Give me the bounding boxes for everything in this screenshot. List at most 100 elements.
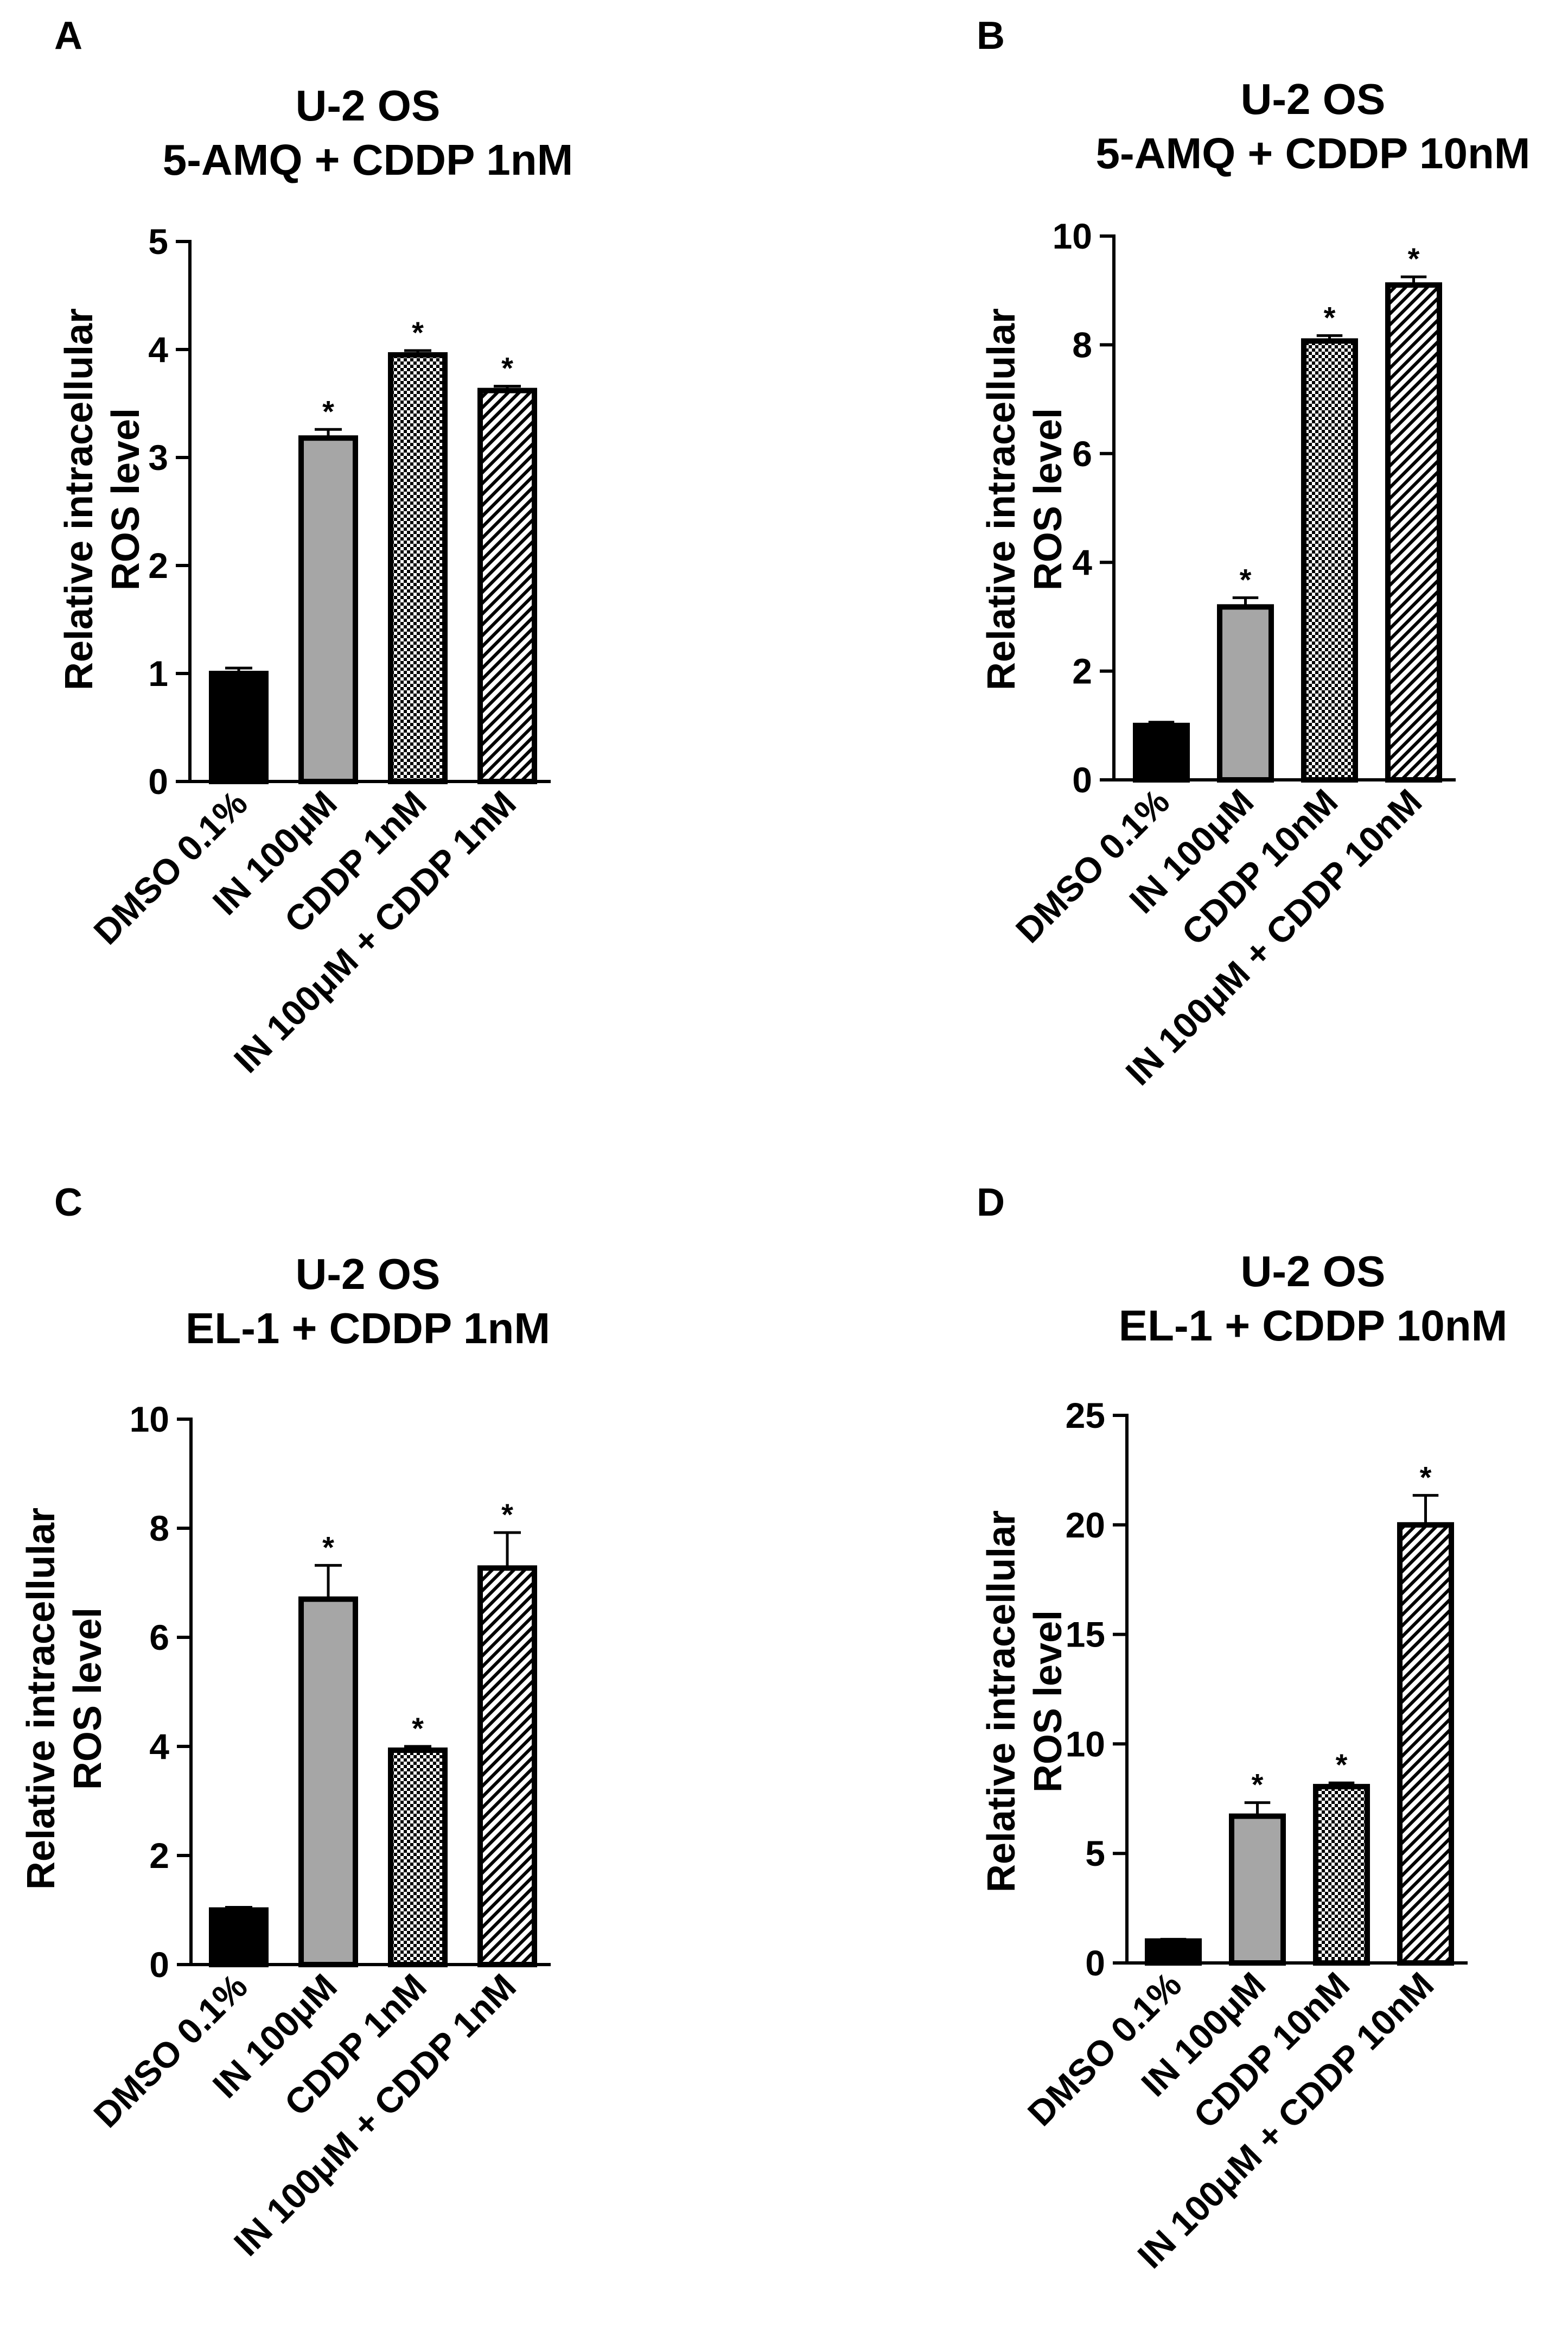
y-tick-label: 0 <box>148 761 168 802</box>
significance-star: * <box>1336 1747 1348 1782</box>
y-tick-label: 0 <box>1072 760 1092 800</box>
panel-d-ylabel-line1: Relative intracellular <box>980 1510 1023 1892</box>
bar <box>1313 1784 1370 1966</box>
bar <box>1385 282 1442 783</box>
significance-star: * <box>322 394 334 428</box>
y-tick-label: 20 <box>1066 1505 1105 1545</box>
y-tick-label: 5 <box>1085 1833 1105 1873</box>
panel-b-bars <box>1133 282 1442 783</box>
bar <box>1229 1813 1286 1966</box>
y-tick-label: 4 <box>148 329 168 370</box>
y-tick-label: 4 <box>149 1726 169 1766</box>
significance-star: * <box>501 351 513 385</box>
panel-d-y-ticks: 0 5 10 15 20 25 <box>1066 1395 1127 1983</box>
bar <box>209 1907 269 1967</box>
significance-star: * <box>1324 300 1336 334</box>
error-bar <box>1160 1937 1187 1941</box>
panel-b-ylabel-line2: ROS level <box>1027 408 1070 590</box>
panel-a-title-line1: U-2 OS <box>296 81 441 130</box>
panel-a-letter: A <box>54 14 82 58</box>
panel-c-bars <box>209 1565 537 1967</box>
y-tick-label: 4 <box>1072 542 1092 582</box>
y-tick-label: 10 <box>1053 216 1092 256</box>
panel-c-title-line2: EL-1 + CDDP 1nM <box>186 1304 550 1352</box>
panel-a-y-ticks: 0 1 2 3 4 5 <box>148 221 190 802</box>
significance-star: * <box>1420 1460 1432 1494</box>
panel-c-letter: C <box>54 1181 82 1224</box>
y-tick-label: 3 <box>148 437 168 478</box>
panel-a-axes <box>188 240 551 783</box>
y-tick-label: 15 <box>1066 1615 1105 1655</box>
significance-star: * <box>322 1530 334 1564</box>
panel-a: A U-2 OS 5-AMQ + CDDP 1nM Relative intra… <box>54 14 573 1081</box>
panel-b-errorbars <box>1148 275 1427 726</box>
panel-b-title-line1: U-2 OS <box>1241 75 1386 123</box>
panel-d-axes <box>1125 1414 1468 1965</box>
error-bar <box>1400 275 1427 285</box>
error-bar <box>494 385 521 391</box>
y-tick-label: 1 <box>148 653 168 694</box>
panel-a-bars <box>209 352 537 784</box>
error-bar <box>404 1745 431 1751</box>
y-tick-label: 5 <box>148 221 168 262</box>
panel-c-ylabel-line1: Relative intracellular <box>20 1508 63 1890</box>
panel-d-errorbars <box>1160 1494 1439 1941</box>
panel-b-y-ticks: 0 2 4 6 8 10 <box>1053 216 1114 800</box>
panel-b-ylabel-line1: Relative intracellular <box>980 308 1023 690</box>
error-bar <box>315 428 342 439</box>
y-tick-label: 2 <box>149 1835 169 1876</box>
panel-a-ylabel-line1: Relative intracellular <box>58 308 101 690</box>
category-label: DMSO 0.1% <box>86 783 255 952</box>
y-tick-label: 8 <box>1072 325 1092 365</box>
error-bar <box>1244 1801 1271 1816</box>
bar <box>1397 1522 1454 1966</box>
panel-c: C U-2 OS EL-1 + CDDP 1nM Relative intrac… <box>20 1181 551 2264</box>
y-tick-label: 6 <box>1072 434 1092 474</box>
y-tick-label: 0 <box>1085 1943 1105 1983</box>
panel-d-letter: D <box>977 1181 1005 1224</box>
panel-c-errorbars <box>225 1531 521 1910</box>
significance-star: * <box>1408 242 1420 276</box>
y-tick-label: 8 <box>149 1508 169 1548</box>
panel-d-bars <box>1145 1522 1454 1966</box>
significance-star: * <box>501 1497 513 1531</box>
category-label: DMSO 0.1% <box>86 1966 255 2136</box>
y-tick-label: 25 <box>1066 1395 1105 1435</box>
error-bar <box>1316 334 1343 341</box>
panel-b-title-line2: 5-AMQ + CDDP 10nM <box>1096 129 1531 177</box>
panel-c-stars: * * * <box>322 1497 513 1745</box>
panel-d-title-line2: EL-1 + CDDP 10nM <box>1119 1301 1507 1350</box>
error-bar <box>315 1564 342 1599</box>
error-bar <box>1148 721 1175 726</box>
panel-d: D U-2 OS EL-1 + CDDP 10nM Relative intra… <box>977 1181 1507 2276</box>
panel-b-letter: B <box>977 14 1005 58</box>
y-tick-label: 2 <box>148 545 168 586</box>
significance-star: * <box>1252 1768 1264 1802</box>
significance-star: * <box>412 1711 424 1745</box>
bar <box>298 1596 358 1967</box>
error-bar <box>494 1531 521 1568</box>
panel-d-ylabel-line2: ROS level <box>1027 1610 1070 1793</box>
panel-d-title-line1: U-2 OS <box>1241 1247 1386 1295</box>
bar <box>209 671 269 784</box>
bar <box>477 1565 537 1967</box>
panel-b: B U-2 OS 5-AMQ + CDDP 10nM Relative intr… <box>977 14 1530 1093</box>
y-tick-label: 2 <box>1072 651 1092 691</box>
error-bar <box>1412 1494 1439 1525</box>
y-tick-label: 0 <box>149 1944 169 1985</box>
error-bar <box>225 666 252 673</box>
error-bar <box>225 1905 252 1910</box>
panel-d-stars: * * * <box>1252 1460 1432 1801</box>
panel-c-ylabel-line2: ROS level <box>66 1607 110 1790</box>
bar <box>1301 338 1358 783</box>
y-tick-label: 10 <box>130 1399 169 1439</box>
error-bar <box>1232 596 1259 607</box>
panel-b-stars: * * * <box>1240 242 1420 596</box>
y-tick-label: 6 <box>149 1617 169 1657</box>
y-tick-label: 10 <box>1066 1724 1105 1764</box>
